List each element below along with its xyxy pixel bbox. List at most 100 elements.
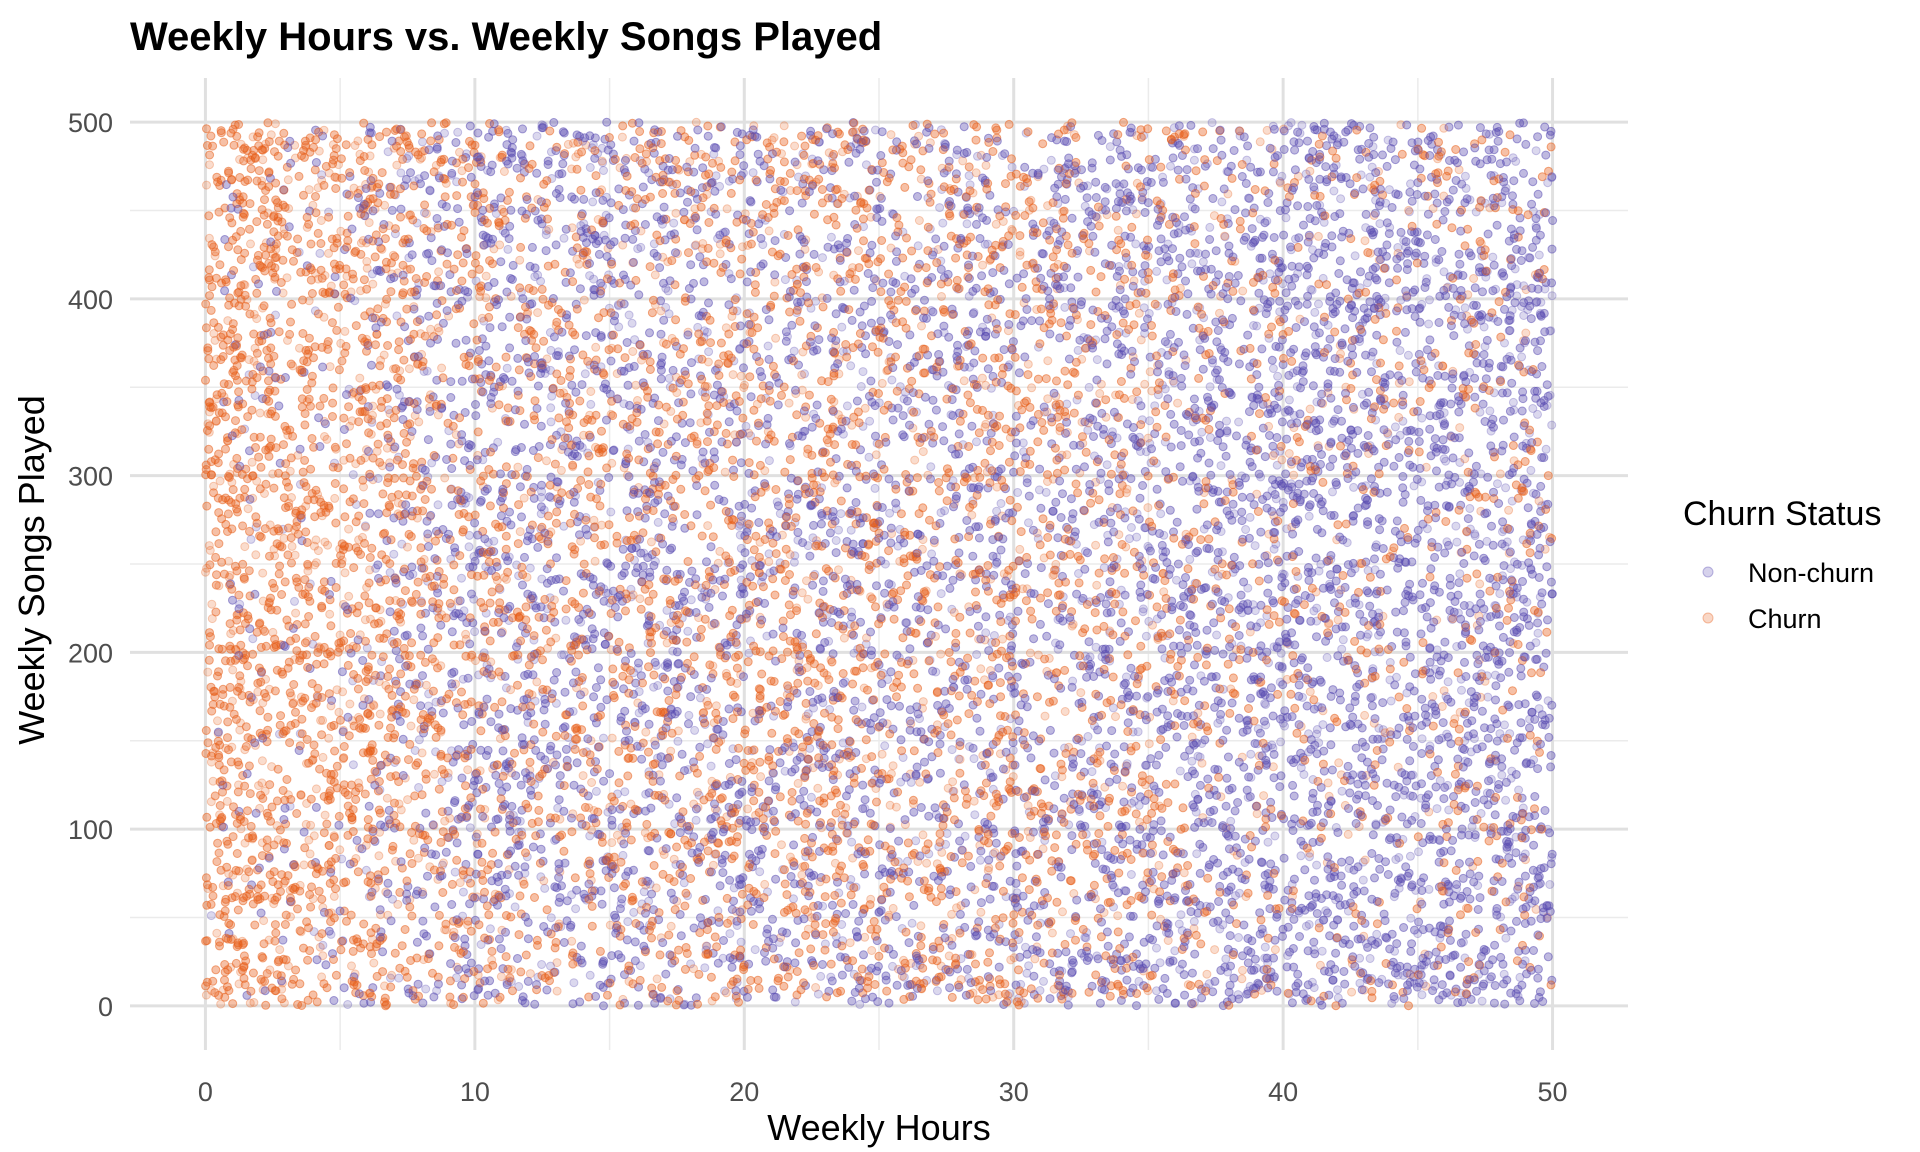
data-point bbox=[1121, 761, 1131, 771]
data-point bbox=[464, 542, 474, 552]
data-point bbox=[981, 160, 991, 170]
data-point bbox=[1192, 849, 1202, 859]
data-point bbox=[839, 633, 849, 643]
data-point bbox=[1451, 521, 1461, 531]
data-point bbox=[249, 998, 259, 1007]
data-point bbox=[585, 163, 595, 172]
data-point bbox=[1119, 886, 1129, 896]
data-point bbox=[1204, 979, 1214, 989]
data-point bbox=[1304, 729, 1314, 739]
data-point bbox=[1350, 564, 1360, 574]
data-point bbox=[1394, 412, 1404, 422]
data-point bbox=[254, 781, 263, 791]
data-points bbox=[201, 117, 1558, 1011]
data-point bbox=[1365, 954, 1375, 963]
data-point bbox=[495, 585, 505, 595]
data-point bbox=[1072, 395, 1082, 405]
data-point bbox=[992, 506, 1002, 516]
data-point bbox=[866, 592, 876, 602]
grid-major bbox=[130, 78, 1628, 1050]
data-point bbox=[1406, 179, 1415, 189]
data-point bbox=[710, 849, 720, 859]
data-point bbox=[1314, 566, 1324, 576]
data-point bbox=[826, 232, 836, 242]
data-point bbox=[996, 499, 1006, 508]
data-point bbox=[1039, 976, 1048, 986]
data-point bbox=[1362, 495, 1372, 505]
data-point bbox=[1145, 416, 1155, 426]
data-point bbox=[1111, 712, 1120, 722]
data-point bbox=[1403, 350, 1413, 360]
data-point bbox=[1102, 210, 1112, 220]
data-point bbox=[606, 507, 616, 517]
data-point bbox=[555, 867, 565, 877]
data-point bbox=[1284, 449, 1294, 458]
data-point bbox=[1495, 469, 1505, 479]
data-point bbox=[433, 220, 443, 230]
data-point bbox=[831, 536, 841, 545]
data-point bbox=[1145, 367, 1155, 377]
data-point bbox=[320, 810, 330, 820]
data-point bbox=[880, 741, 890, 751]
data-point bbox=[871, 450, 881, 460]
data-point bbox=[1406, 913, 1416, 923]
data-point bbox=[470, 627, 480, 637]
data-point bbox=[1216, 461, 1226, 471]
data-point bbox=[1273, 371, 1283, 381]
data-point bbox=[1304, 920, 1314, 929]
data-point bbox=[1143, 503, 1153, 513]
data-point bbox=[1477, 996, 1487, 1006]
data-point bbox=[1062, 450, 1072, 460]
data-point bbox=[317, 175, 327, 185]
data-point bbox=[870, 483, 880, 493]
data-point bbox=[1305, 687, 1315, 697]
data-point bbox=[323, 540, 333, 550]
data-point bbox=[764, 557, 774, 567]
data-point bbox=[563, 139, 573, 149]
data-point bbox=[418, 137, 427, 147]
data-point bbox=[591, 342, 601, 352]
data-point bbox=[1374, 255, 1384, 265]
data-point bbox=[546, 403, 556, 413]
data-point bbox=[1395, 346, 1405, 355]
data-point bbox=[552, 986, 562, 996]
data-point bbox=[1150, 401, 1160, 411]
data-point bbox=[345, 699, 355, 709]
data-point bbox=[936, 649, 946, 659]
data-point bbox=[325, 362, 335, 372]
data-point bbox=[1144, 739, 1154, 749]
data-point bbox=[533, 308, 543, 318]
data-point bbox=[712, 806, 722, 816]
data-point bbox=[1526, 465, 1536, 475]
data-point bbox=[1284, 395, 1294, 405]
data-point bbox=[633, 396, 642, 405]
data-point bbox=[911, 836, 921, 846]
data-point bbox=[1460, 303, 1470, 313]
data-point bbox=[578, 771, 588, 781]
data-point bbox=[711, 701, 721, 711]
data-point bbox=[1157, 380, 1167, 390]
data-point bbox=[708, 784, 717, 794]
data-point bbox=[259, 916, 269, 926]
data-point bbox=[1202, 969, 1212, 979]
data-point bbox=[1083, 732, 1093, 741]
data-point bbox=[854, 246, 863, 256]
data-point bbox=[530, 696, 540, 706]
data-point bbox=[542, 354, 552, 364]
data-point bbox=[359, 482, 368, 492]
data-point bbox=[1545, 880, 1555, 889]
data-point bbox=[1144, 543, 1154, 553]
data-point bbox=[510, 902, 520, 912]
data-point bbox=[1542, 400, 1552, 410]
data-point bbox=[1040, 711, 1050, 721]
data-point bbox=[1534, 250, 1544, 260]
data-point bbox=[858, 421, 868, 431]
data-point bbox=[764, 226, 774, 236]
data-point bbox=[589, 274, 599, 284]
data-point bbox=[722, 204, 732, 214]
data-point bbox=[918, 830, 928, 840]
data-point bbox=[1452, 537, 1462, 547]
data-point bbox=[1515, 972, 1525, 982]
data-point bbox=[1013, 488, 1023, 497]
